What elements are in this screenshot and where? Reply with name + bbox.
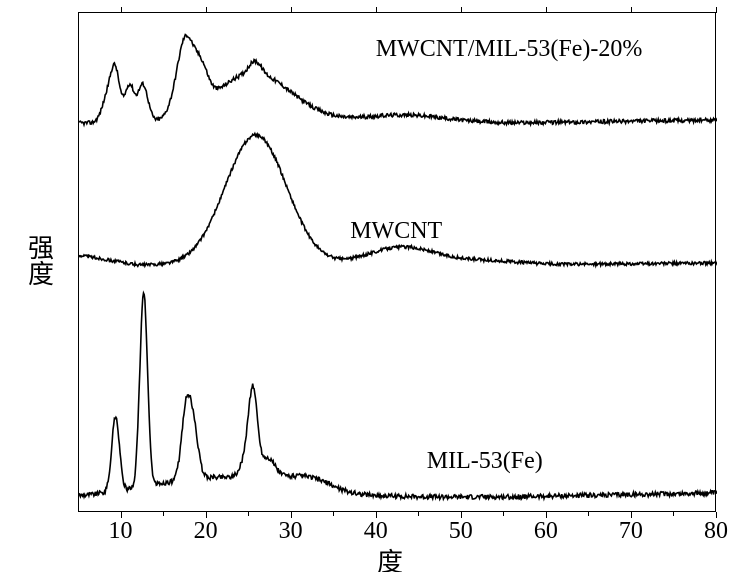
plot-area xyxy=(78,12,716,512)
y-axis-label: 强度 xyxy=(28,236,54,288)
plot-svg xyxy=(79,13,717,513)
xrd-trace xyxy=(79,134,717,267)
x-minor-tick xyxy=(673,512,674,516)
xrd-trace xyxy=(79,293,717,499)
x-minor-tick xyxy=(248,512,249,516)
x-tick-label: 70 xyxy=(613,518,649,545)
x-minor-tick xyxy=(418,512,419,516)
x-tick xyxy=(121,7,122,13)
x-tick-label: 10 xyxy=(103,518,139,545)
x-tick xyxy=(376,7,377,13)
x-minor-tick xyxy=(163,512,164,516)
x-tick xyxy=(631,7,632,13)
y-axis-label-char: 强 xyxy=(28,236,54,262)
x-tick xyxy=(716,7,717,13)
x-tick-label: 40 xyxy=(358,518,394,545)
x-tick-label: 30 xyxy=(273,518,309,545)
y-axis-label-char: 度 xyxy=(28,262,54,288)
series-label: MWCNT xyxy=(350,218,442,245)
x-minor-tick xyxy=(503,512,504,516)
series-label: MWCNT/MIL-53(Fe)-20% xyxy=(376,36,643,63)
x-tick xyxy=(206,7,207,13)
x-tick-label: 80 xyxy=(698,518,734,545)
x-tick-label: 20 xyxy=(188,518,224,545)
x-minor-tick xyxy=(333,512,334,516)
x-tick-label: 50 xyxy=(443,518,479,545)
x-minor-tick xyxy=(588,512,589,516)
x-tick xyxy=(291,7,292,13)
x-tick xyxy=(461,7,462,13)
x-axis-label: 度 xyxy=(377,542,403,572)
x-tick xyxy=(546,7,547,13)
series-label: MIL-53(Fe) xyxy=(427,448,543,475)
x-tick-label: 60 xyxy=(528,518,564,545)
